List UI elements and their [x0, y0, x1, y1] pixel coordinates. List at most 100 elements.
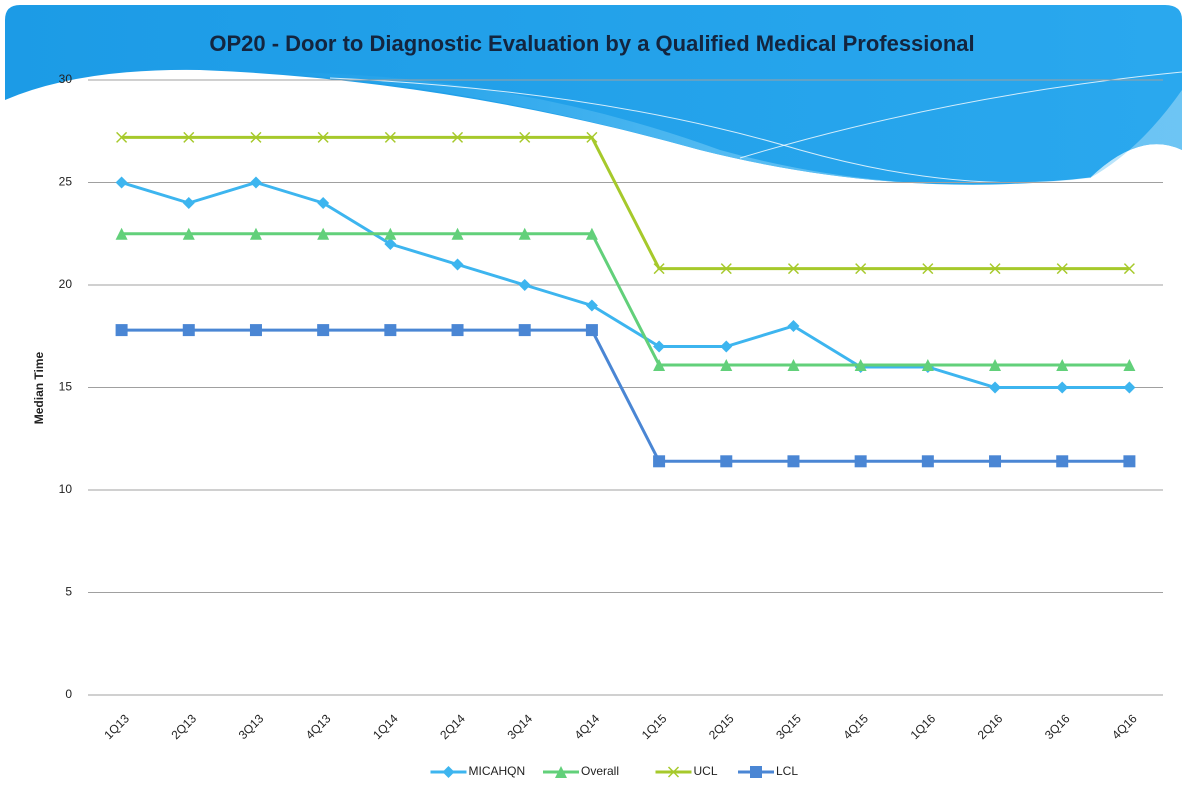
marker [787, 320, 800, 332]
marker [249, 324, 262, 337]
marker [921, 455, 934, 468]
x-tick-label: 2Q16 [975, 711, 1006, 742]
marker [653, 340, 666, 353]
legend-item: Overall [543, 764, 619, 778]
marker [720, 455, 733, 468]
marker [1123, 263, 1135, 275]
legend-item: MICAHQN [430, 764, 526, 778]
series [115, 176, 1136, 394]
marker [115, 227, 128, 240]
marker [1056, 358, 1069, 371]
marker [249, 176, 262, 189]
x-tick-label: 1Q13 [101, 711, 132, 742]
series [116, 131, 1135, 275]
marker [317, 324, 330, 337]
marker [451, 324, 464, 337]
legend-label: MICAHQN [469, 764, 526, 778]
marker [720, 263, 732, 275]
x-tick-label: 1Q14 [370, 711, 401, 742]
marker [855, 263, 867, 275]
series [115, 227, 1136, 371]
legend-label: UCL [694, 764, 718, 778]
marker [585, 227, 598, 240]
marker [182, 227, 195, 240]
y-tick-label: 0 [65, 687, 72, 701]
marker [249, 227, 262, 240]
x-tick-label: 3Q13 [236, 711, 267, 742]
legend-item: UCL [655, 764, 718, 778]
marker [1056, 455, 1069, 468]
series-line [121, 181, 1130, 389]
chart-title: OP20 - Door to Diagnostic Evaluation by … [209, 31, 974, 56]
marker [182, 324, 195, 337]
marker [518, 324, 531, 337]
x-tick-label: 2Q15 [706, 711, 737, 742]
marker [989, 263, 1001, 275]
x-tick-label: 4Q15 [840, 711, 871, 742]
marker [451, 258, 464, 271]
marker [989, 358, 1002, 371]
marker [442, 766, 455, 778]
marker [518, 279, 531, 291]
marker [115, 324, 128, 337]
y-tick-label: 15 [59, 380, 73, 394]
series [115, 324, 1136, 468]
marker [250, 131, 262, 143]
x-tick-label: 1Q15 [639, 711, 670, 742]
marker [921, 358, 934, 371]
marker [384, 238, 397, 250]
marker [989, 381, 1002, 394]
y-tick-label: 5 [65, 585, 72, 599]
x-tick-label: 3Q16 [1042, 711, 1073, 742]
marker [452, 131, 464, 143]
marker [116, 131, 128, 143]
marker [183, 131, 195, 143]
marker [586, 131, 598, 143]
x-tick-label: 2Q14 [437, 711, 468, 742]
marker [653, 263, 665, 275]
marker [787, 358, 800, 371]
marker [1123, 381, 1136, 394]
x-tick-label: 3Q15 [773, 711, 804, 742]
legend-marker [555, 766, 567, 778]
y-tick-label: 25 [59, 175, 73, 189]
marker [1056, 381, 1069, 394]
marker [182, 197, 195, 209]
marker [115, 176, 128, 189]
marker [384, 131, 396, 143]
marker [720, 340, 733, 353]
marker [1123, 358, 1136, 371]
marker [555, 766, 567, 778]
y-tick-label: 10 [59, 482, 73, 496]
x-tick-label: 3Q14 [504, 711, 535, 742]
marker [518, 227, 531, 240]
marker [1123, 455, 1136, 468]
marker [384, 227, 397, 240]
legend-marker [750, 766, 762, 778]
legend-label: Overall [581, 764, 619, 778]
legend-label: LCL [776, 764, 798, 778]
legend-item: LCL [738, 764, 798, 778]
marker [1056, 263, 1068, 275]
marker [787, 263, 799, 275]
legend-marker [667, 766, 680, 778]
x-tick-label: 1Q16 [908, 711, 939, 742]
marker [667, 766, 680, 778]
marker [653, 455, 666, 468]
marker [519, 131, 531, 143]
marker [787, 455, 800, 468]
marker [585, 324, 598, 337]
marker [317, 197, 330, 209]
marker [317, 131, 329, 143]
y-tick-label: 20 [59, 277, 73, 291]
marker [922, 263, 934, 275]
marker [585, 299, 598, 312]
marker [720, 358, 733, 371]
y-tick-label: 30 [59, 72, 73, 86]
x-tick-label: 4Q14 [572, 711, 603, 742]
marker [653, 358, 666, 371]
y-axis-title: Median Time [32, 351, 46, 424]
series-line [121, 328, 1130, 463]
